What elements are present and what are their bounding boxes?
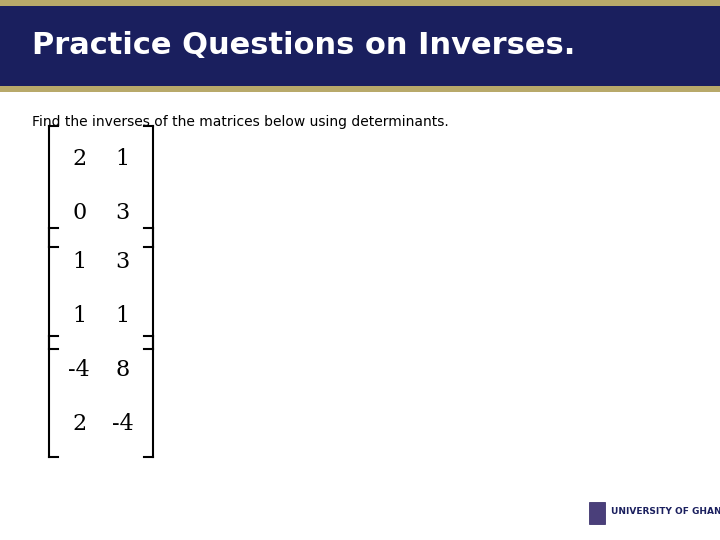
Text: 1: 1 — [115, 148, 130, 170]
Text: 3: 3 — [115, 202, 130, 224]
Bar — [0, 6, 720, 86]
Bar — [589, 502, 605, 524]
Bar — [0, 86, 720, 92]
Text: -4: -4 — [112, 413, 133, 435]
Text: 2: 2 — [72, 413, 86, 435]
Text: Practice Questions on Inverses.: Practice Questions on Inverses. — [32, 31, 576, 60]
Text: 8: 8 — [115, 359, 130, 381]
Text: 3: 3 — [115, 251, 130, 273]
Text: 0: 0 — [72, 202, 86, 224]
Text: UNIVERSITY OF GHANA: UNIVERSITY OF GHANA — [611, 508, 720, 516]
Text: 1: 1 — [115, 305, 130, 327]
Bar — [0, 0, 720, 6]
Text: 2: 2 — [72, 148, 86, 170]
Text: 1: 1 — [72, 305, 86, 327]
Text: -4: -4 — [68, 359, 90, 381]
Text: 1: 1 — [72, 251, 86, 273]
Text: Find the inverses of the matrices below using determinants.: Find the inverses of the matrices below … — [32, 114, 449, 129]
